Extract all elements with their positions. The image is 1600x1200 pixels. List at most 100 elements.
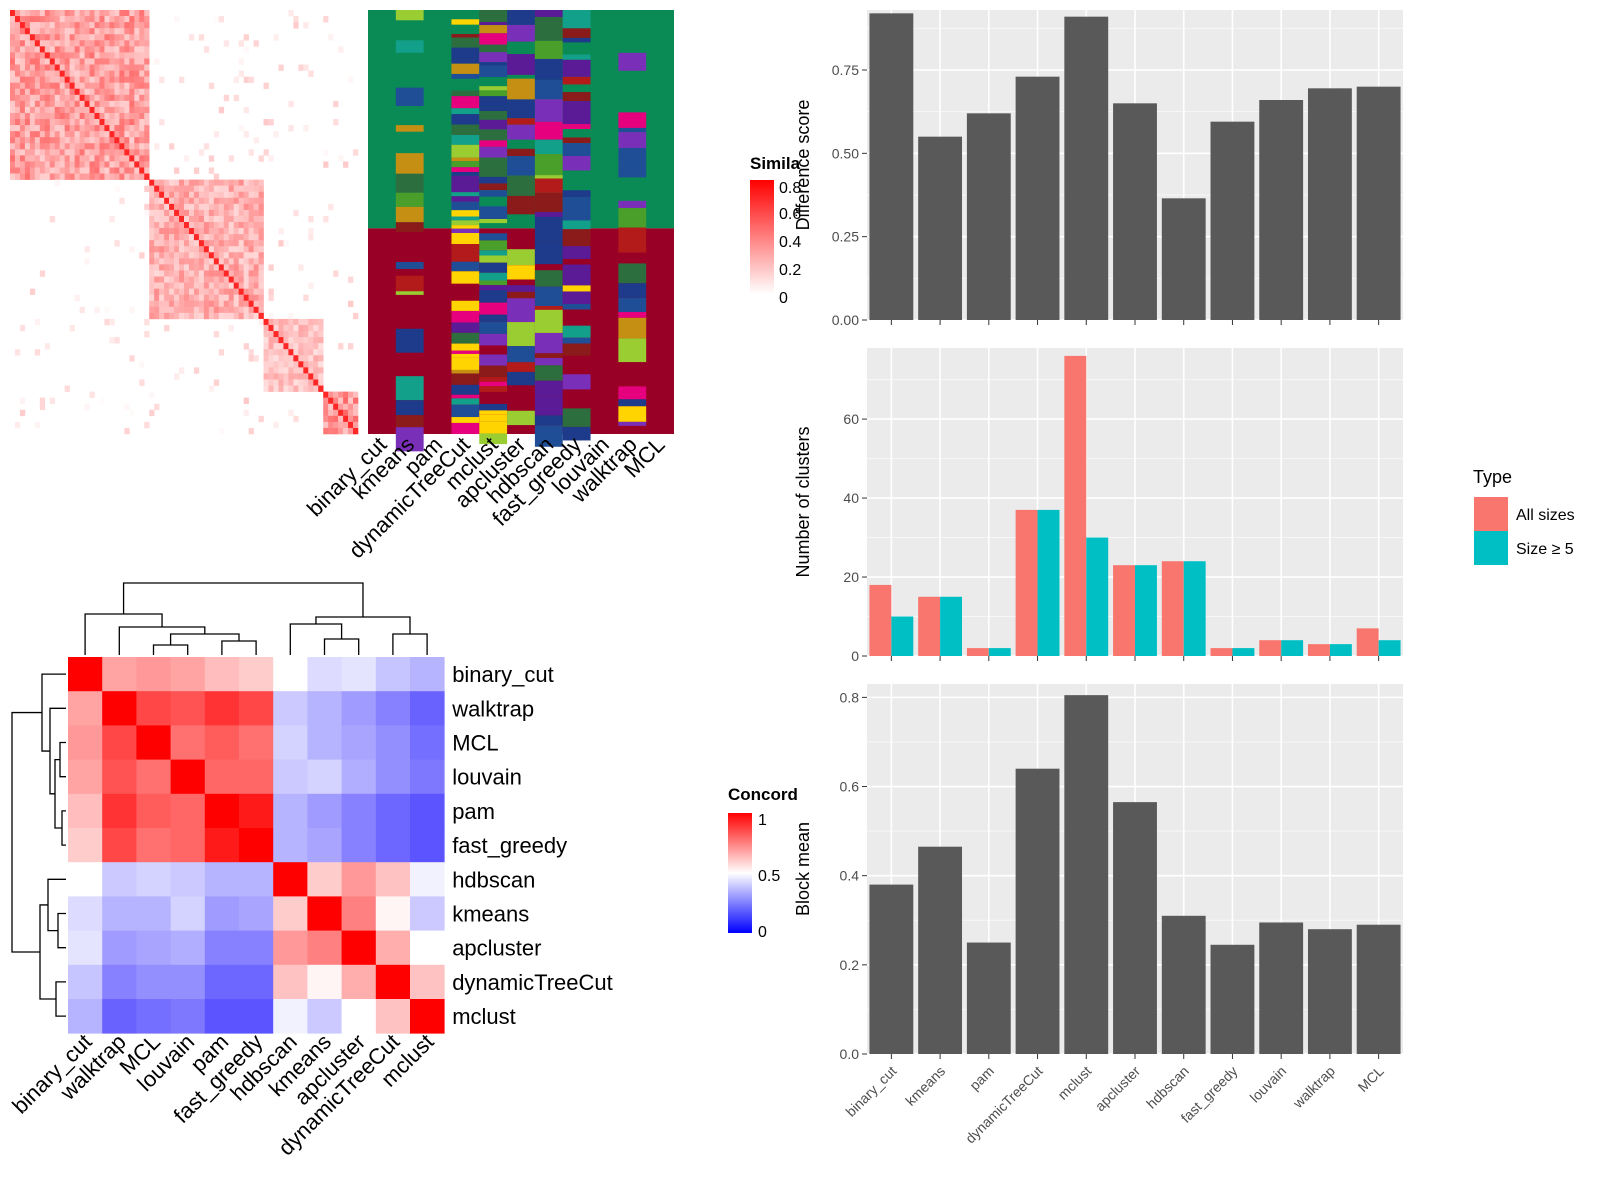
similarity-cell (74, 143, 80, 150)
similarity-cell (253, 312, 259, 320)
concordance-cell (375, 793, 411, 829)
similarity-cell (44, 64, 51, 71)
similarity-cell (54, 34, 61, 41)
similarity-cell (228, 240, 235, 247)
similarity-cell (184, 222, 190, 229)
similarity-cell (348, 403, 354, 411)
cluster-assignment-cell (562, 304, 591, 310)
similarity-cell (243, 246, 249, 253)
concordance-cell (239, 930, 274, 966)
similarity-cell (39, 64, 46, 71)
similarity-cell (99, 16, 105, 23)
similarity-cell (89, 28, 95, 35)
similarity-cell (94, 306, 100, 314)
similarity-cell (129, 46, 135, 53)
similarity-cell (303, 64, 309, 71)
similarity-cell (59, 16, 65, 23)
similarity-cell (29, 155, 36, 162)
concordance-cell (68, 828, 103, 863)
similarity-cell (174, 179, 180, 186)
similarity-cell (39, 22, 46, 29)
similarity-cell (89, 58, 95, 65)
similarity-cell (233, 294, 239, 302)
similarity-cell (124, 173, 130, 180)
similarity-cell (14, 112, 21, 120)
similarity-cell (54, 88, 61, 96)
similarity-cell (198, 300, 205, 308)
similarity-cell (149, 270, 155, 277)
concordance-cell (204, 793, 240, 829)
x-tick-label: MCL (1355, 1063, 1387, 1095)
similarity-cell (54, 52, 61, 59)
similarity-cell (89, 34, 95, 41)
similarity-cell (79, 88, 85, 96)
similarity-cell (69, 112, 75, 120)
similarity-cell (79, 28, 85, 35)
similarity-cell (109, 70, 115, 77)
similarity-cell (198, 264, 205, 271)
similarity-cell (288, 349, 294, 356)
similarity-cell (99, 82, 105, 90)
similarity-cell (303, 331, 309, 338)
similarity-cell (139, 52, 145, 59)
similarity-cell (129, 40, 135, 47)
cluster-assignment-cell (618, 208, 647, 228)
similarity-cell (184, 282, 190, 289)
similarity-cell (268, 379, 274, 386)
similarity-cell (109, 143, 115, 150)
similarity-cell (308, 343, 314, 350)
similarity-cell (14, 167, 21, 174)
similarity-cell (49, 82, 56, 90)
concordance-cell (375, 964, 411, 1000)
similarity-cell (213, 288, 220, 295)
similarity-cell (104, 70, 110, 77)
similarity-cell (74, 161, 80, 168)
similarity-cell (134, 34, 140, 41)
bar (1356, 924, 1401, 1054)
similarity-cell (198, 185, 205, 193)
similarity-cell (44, 125, 51, 132)
similarity-cell (54, 112, 61, 120)
similarity-cell (268, 355, 274, 362)
cluster-assignment-cell (618, 317, 647, 339)
similarity-cell (233, 234, 239, 241)
similarity-cell (253, 191, 259, 199)
similarity-cell (174, 264, 180, 271)
similarity-cell (34, 94, 41, 102)
similarity-cell (313, 318, 319, 326)
similarity-cell (238, 58, 244, 65)
cluster-assignment-cell (451, 394, 480, 399)
similarity-cell (19, 409, 26, 417)
similarity-cell (154, 203, 160, 211)
concordance-cell (341, 793, 377, 829)
similarity-cell (248, 258, 254, 265)
similarity-cell (139, 70, 145, 77)
similarity-cell (308, 318, 314, 326)
cluster-assignment-cell (451, 310, 480, 323)
similarity-cell (208, 203, 215, 211)
similarity-cell (34, 16, 41, 23)
bar (1259, 100, 1304, 320)
similarity-cell (59, 167, 65, 174)
concordance-cell (204, 862, 240, 897)
similarity-cell (34, 64, 41, 71)
cluster-assignment-cell (451, 114, 480, 125)
similarity-cell (139, 16, 145, 23)
similarity-cell (74, 34, 80, 41)
similarity-cell (184, 209, 190, 217)
similarity-cell (124, 106, 130, 114)
similarity-cell (174, 300, 180, 308)
similarity-cell (288, 337, 294, 344)
cluster-assignment-cell (507, 285, 535, 292)
similarity-cell (39, 143, 46, 150)
similarity-cell (193, 179, 200, 186)
concordance-cell (375, 657, 411, 692)
similarity-cell (273, 337, 279, 344)
similarity-cell (114, 131, 120, 138)
similarity-cell (109, 76, 115, 83)
similarity-cell (174, 252, 180, 259)
similarity-cell (14, 173, 21, 180)
cluster-assignment-cell (451, 90, 480, 97)
similarity-cell (154, 228, 160, 235)
similarity-cell (263, 331, 269, 338)
